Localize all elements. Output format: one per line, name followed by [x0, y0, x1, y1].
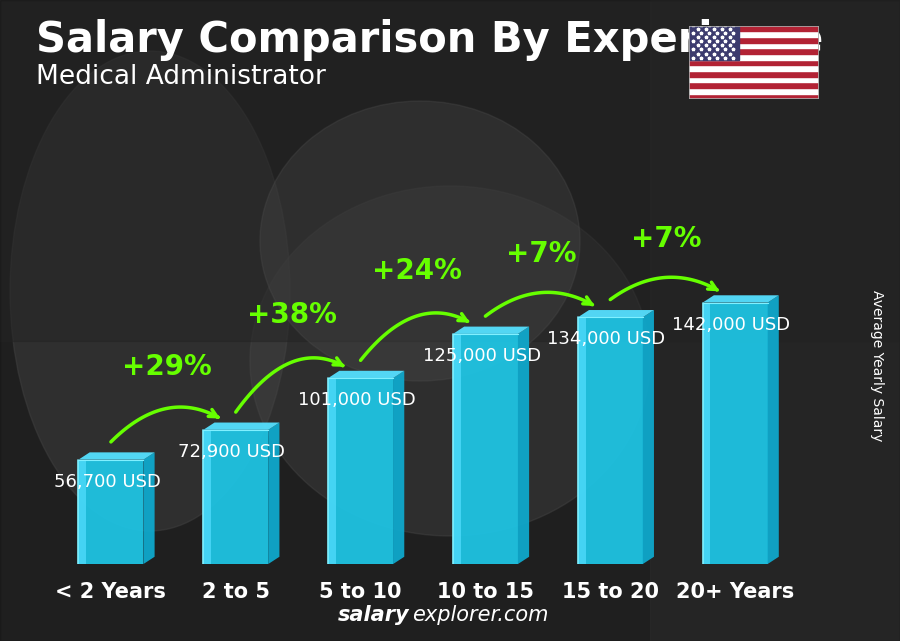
Text: salary: salary	[338, 605, 410, 625]
Text: 125,000 USD: 125,000 USD	[423, 347, 541, 365]
Text: < 2 Years: < 2 Years	[56, 583, 166, 603]
Polygon shape	[328, 378, 393, 564]
Text: +7%: +7%	[631, 226, 701, 253]
Polygon shape	[78, 453, 155, 460]
Polygon shape	[453, 334, 518, 564]
Polygon shape	[453, 334, 461, 564]
Bar	[688, 26, 739, 60]
Polygon shape	[453, 327, 529, 334]
Bar	[688, 31, 819, 37]
Polygon shape	[393, 370, 404, 564]
Text: 101,000 USD: 101,000 USD	[298, 391, 416, 409]
Polygon shape	[578, 317, 586, 564]
Ellipse shape	[250, 186, 650, 536]
Text: +24%: +24%	[372, 257, 462, 285]
Polygon shape	[78, 460, 143, 564]
Text: 5 to 10: 5 to 10	[320, 583, 401, 603]
Bar	[688, 65, 819, 71]
Polygon shape	[643, 310, 654, 564]
Bar	[688, 77, 819, 82]
Text: 72,900 USD: 72,900 USD	[178, 443, 285, 461]
Polygon shape	[328, 370, 404, 378]
Text: Salary Comparison By Experience: Salary Comparison By Experience	[36, 19, 824, 62]
Ellipse shape	[260, 101, 580, 381]
Text: 142,000 USD: 142,000 USD	[672, 315, 790, 334]
Bar	[688, 88, 819, 94]
Bar	[688, 54, 819, 60]
Polygon shape	[203, 422, 279, 430]
Bar	[688, 43, 819, 48]
Bar	[650, 0, 900, 641]
Polygon shape	[703, 296, 778, 303]
Bar	[688, 71, 819, 77]
Bar	[688, 94, 819, 99]
Polygon shape	[203, 430, 268, 564]
Polygon shape	[768, 296, 778, 564]
Polygon shape	[518, 327, 529, 564]
Text: 2 to 5: 2 to 5	[202, 583, 270, 603]
Polygon shape	[328, 378, 336, 564]
Ellipse shape	[10, 51, 290, 531]
Text: 56,700 USD: 56,700 USD	[54, 473, 160, 491]
Polygon shape	[143, 453, 155, 564]
Text: 15 to 20: 15 to 20	[562, 583, 659, 603]
Text: 20+ Years: 20+ Years	[676, 583, 794, 603]
Text: 134,000 USD: 134,000 USD	[547, 330, 666, 349]
Text: 10 to 15: 10 to 15	[436, 583, 534, 603]
Text: +7%: +7%	[506, 240, 577, 268]
Text: +38%: +38%	[247, 301, 337, 329]
Bar	[688, 48, 819, 54]
Polygon shape	[78, 460, 86, 564]
Polygon shape	[203, 430, 212, 564]
Polygon shape	[703, 303, 768, 564]
Bar	[688, 60, 819, 65]
Polygon shape	[703, 303, 710, 564]
Bar	[688, 26, 819, 31]
Polygon shape	[268, 422, 279, 564]
Bar	[0, 0, 900, 341]
Text: Average Yearly Salary: Average Yearly Salary	[870, 290, 885, 441]
Polygon shape	[578, 310, 654, 317]
Bar	[688, 82, 819, 88]
Polygon shape	[578, 317, 643, 564]
Text: +29%: +29%	[122, 353, 212, 381]
Bar	[688, 37, 819, 43]
Text: Medical Administrator: Medical Administrator	[36, 64, 326, 90]
Text: explorer.com: explorer.com	[412, 605, 549, 625]
